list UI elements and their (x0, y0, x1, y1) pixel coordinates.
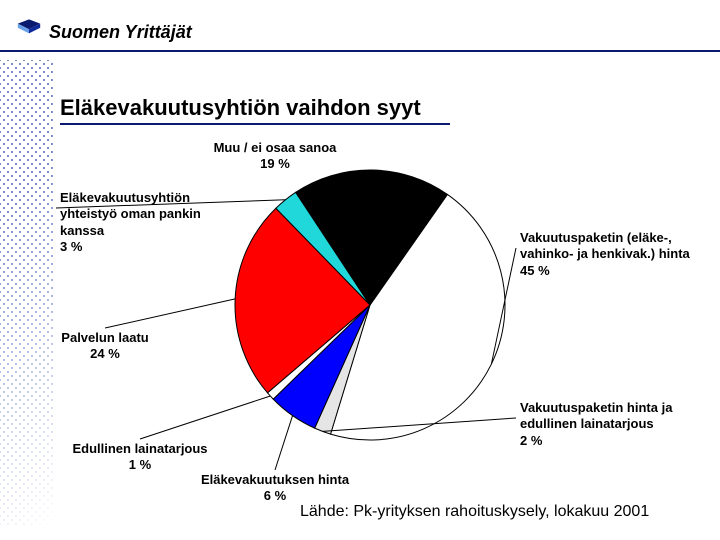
leader-line (105, 299, 235, 328)
pie-label-text: Palvelun laatu (61, 330, 148, 346)
pie-label: Eläkevakuutusyhtiön yhteistyö oman panki… (60, 190, 245, 255)
pie-label: Vakuutuspaketin hinta ja edullinen laina… (520, 400, 705, 449)
pie-label-pct: 1 % (72, 457, 207, 473)
pie-label-pct: 24 % (61, 346, 148, 362)
pie-label-pct: 45 % (520, 263, 705, 279)
source-text: Lähde: Pk-yrityksen rahoituskysely, loka… (300, 503, 649, 521)
pie-label: Edullinen lainatarjous1 % (72, 441, 207, 474)
pie-label-pct: 19 % (214, 156, 337, 172)
pie-label-text: Muu / ei osaa sanoa (214, 140, 337, 156)
pie-label: Palvelun laatu24 % (61, 330, 148, 363)
pie-label-text: Vakuutuspaketin hinta ja edullinen laina… (520, 400, 705, 433)
pie-label: Muu / ei osaa sanoa19 % (214, 140, 337, 173)
pie-label-text: Vakuutuspaketin (eläke-, vahinko- ja hen… (520, 230, 705, 263)
pie-label-text: Eläkevakuutuksen hinta (201, 472, 349, 488)
pie-label: Eläkevakuutuksen hinta6 % (201, 472, 349, 505)
pie-label-text: Eläkevakuutusyhtiön yhteistyö oman panki… (60, 190, 245, 239)
page: { "brand": "Suomen Yrittäjät", "title": … (0, 0, 720, 540)
pie-label-text: Edullinen lainatarjous (72, 441, 207, 457)
pie-label: Vakuutuspaketin (eläke-, vahinko- ja hen… (520, 230, 705, 279)
pie-label-pct: 2 % (520, 433, 705, 449)
pie-label-pct: 3 % (60, 239, 245, 255)
leader-line (275, 416, 293, 470)
leader-line (140, 396, 270, 439)
